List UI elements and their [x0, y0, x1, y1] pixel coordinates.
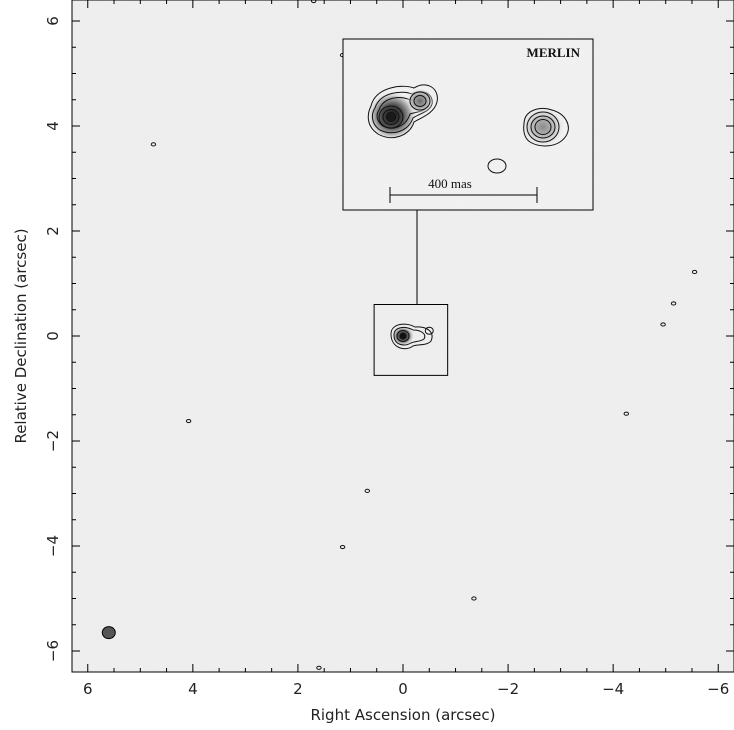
source-contour-3: [396, 330, 410, 342]
radio-source: [390, 323, 434, 350]
y-tick-label: 4: [44, 121, 62, 131]
inset-core-component: [367, 84, 438, 140]
noise-contour: [310, 0, 317, 4]
y-tick-label: −6: [44, 640, 62, 662]
noise-contour: [185, 418, 192, 424]
y-tick-label: 0: [44, 331, 62, 341]
y-tick-label: 2: [44, 226, 62, 236]
x-tick-label: −4: [602, 680, 624, 698]
scale-bar-label: 400 mas: [428, 176, 472, 191]
source-knot-contour: [424, 326, 434, 335]
zoom-box: [373, 304, 449, 376]
x-tick-label: −2: [497, 680, 519, 698]
x-tick-label: 0: [398, 680, 408, 698]
beam-marker: [101, 626, 116, 640]
y-tick-label: 6: [44, 16, 62, 26]
beam-ellipse: [101, 626, 116, 640]
inset-jet-knot-component: [406, 88, 434, 114]
noise-contour: [471, 596, 477, 601]
noise-contour: [364, 488, 370, 493]
merlin-inset: 400 mas MERLIN: [342, 38, 594, 211]
noise-contour: [660, 322, 666, 327]
inset-instrument-label: MERLIN: [527, 45, 581, 60]
noise-contour: [316, 665, 322, 670]
noise-contour: [691, 269, 698, 275]
noise-contour: [670, 301, 677, 306]
x-axis-ticks: 6 4 2 0 −2 −4 −6: [83, 0, 729, 698]
y-axis-ticks: −6 −4 −2 0 2 4 6: [44, 16, 734, 662]
x-tick-label: 4: [188, 680, 198, 698]
source-peak: [399, 332, 407, 340]
x-axis-title: Right Ascension (arcsec): [310, 706, 495, 724]
y-axis-title: Relative Declination (arcsec): [12, 228, 30, 443]
noise-contours: [150, 0, 698, 670]
noise-contour: [150, 142, 157, 147]
source-contour-outer: [390, 323, 433, 350]
x-tick-label: 2: [293, 680, 303, 698]
y-tick-label: −2: [44, 430, 62, 452]
x-tick-label: 6: [83, 680, 93, 698]
noise-contour: [339, 544, 346, 550]
inset-faint-component: [487, 158, 507, 174]
inset-secondary-component: [521, 107, 569, 147]
source-contour-2: [393, 326, 426, 346]
y-tick-label: −4: [44, 535, 62, 557]
inset-scale-bar: 400 mas: [389, 176, 538, 203]
x-tick-label: −6: [707, 680, 729, 698]
noise-contour: [623, 411, 629, 416]
